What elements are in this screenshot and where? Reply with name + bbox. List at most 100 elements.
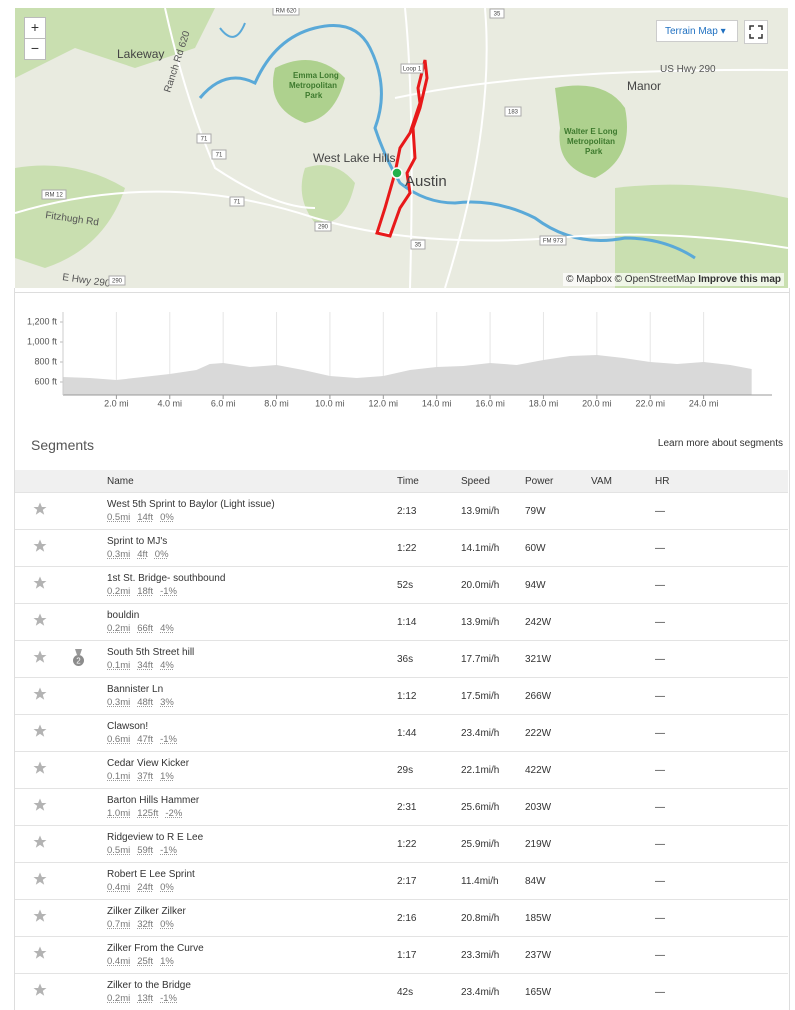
segment-name[interactable]: South 5th Street hill [107,647,195,658]
segment-row[interactable]: Zilker to the Bridge 0.2mi 13ft -1% 42s 23.4m… [15,973,788,1010]
map-style-label: Terrain Map [665,26,718,37]
improve-link[interactable]: Improve this map [698,274,781,285]
cell-hr: — [655,913,665,924]
segment-name[interactable]: Zilker From the Curve [107,943,204,954]
segment-row[interactable]: Ridgeview to R E Lee 0.5mi 59ft -1% 1:22 25.9… [15,825,788,862]
star-button[interactable] [33,983,47,1000]
segment-grade: -1% [160,734,177,745]
segment-name[interactable]: 1st St. Bridge- southbound [107,573,226,584]
segment-row[interactable]: Zilker From the Curve 0.4mi 25ft 1% 1:17 23.3… [15,936,788,973]
zoom-in[interactable]: + [24,17,46,39]
star-button[interactable] [33,909,47,926]
cell-speed: 25.6mi/h [461,802,500,813]
segment-name[interactable]: Zilker Zilker Zilker [107,906,186,917]
segment-name[interactable]: bouldin [107,610,140,621]
star-button[interactable] [33,650,47,667]
segment-row[interactable]: West 5th Sprint to Baylor (Light issue) 0… [15,492,788,529]
cell-hr: — [655,765,665,776]
segment-distance: 0.3mi [107,549,131,560]
segment-row[interactable]: Zilker Zilker Zilker 0.7mi 32ft 0% 2:16 20.8m… [15,899,788,936]
segment-row[interactable]: Sprint to MJ's 0.3mi 4ft 0% 1:22 14.1mi/h 60W — [15,529,788,566]
segment-grade: 0% [160,512,174,523]
cell-power: 203W [525,802,552,813]
segment-row[interactable]: Cedar View Kicker 0.1mi 37ft 1% 29s 22.1mi/h 4… [15,751,788,788]
segment-distance: 0.3mi [107,697,131,708]
segment-stats: 0.7mi 32ft 0% [107,919,186,930]
name-cell: bouldin 0.2mi 66ft 4% [107,610,181,634]
star-button[interactable] [33,613,47,630]
shield: Loop 1 [403,67,422,73]
segment-name[interactable]: West 5th Sprint to Baylor (Light issue) [107,499,275,510]
cell-power: 60W [525,543,546,554]
cell-hr: — [655,617,665,628]
map-style-button[interactable]: Terrain Map ▾ [656,20,738,42]
segment-name[interactable]: Bannister Ln [107,684,164,695]
segment-distance: 0.4mi [107,956,131,967]
segment-row[interactable]: 2 South 5th Street hill 0.1mi 34ft 4% 36s 17.7… [15,640,788,677]
cell-time: 2:16 [397,913,417,924]
star-button[interactable] [33,576,47,593]
attribution-text[interactable]: © Mapbox © OpenStreetMap [566,274,696,285]
column-header[interactable]: HR [655,476,670,487]
segment-name[interactable]: Robert E Lee Sprint [107,869,195,880]
star-button[interactable] [33,502,47,519]
cell-hr: — [655,839,665,850]
cell-time: 42s [397,987,414,998]
segment-row[interactable]: Barton Hills Hammer 1.0mi 125ft -2% 2:31 25.6… [15,788,788,825]
learn-more-link[interactable]: Learn more about segments [657,438,783,449]
river [198,22,696,260]
cell-time: 2:31 [397,802,417,813]
fullscreen-button[interactable] [744,20,768,44]
segment-stats: 0.2mi 18ft -1% [107,586,225,597]
segment-name[interactable]: Ridgeview to R E Lee [107,832,204,843]
segment-distance: 0.2mi [107,993,131,1004]
map[interactable]: Lakeway Emma Long Metropolitan Park West… [15,8,788,288]
segment-distance: 0.5mi [107,512,131,523]
segment-stats: 1.0mi 125ft -2% [107,808,199,819]
segment-name[interactable]: Clawson! [107,721,149,732]
star-button[interactable] [33,835,47,852]
star-button[interactable] [33,687,47,704]
map-label: Park [305,91,323,100]
segment-grade: 4% [160,660,174,671]
segment-row[interactable]: Bannister Ln 0.3mi 48ft 3% 1:12 17.5mi/h 266W — [15,677,788,714]
star-button[interactable] [33,798,47,815]
segment-name[interactable]: Cedar View Kicker [107,758,190,769]
segment-distance: 0.7mi [107,919,131,930]
star-icon [33,576,47,589]
segment-row[interactable]: Robert E Lee Sprint 0.4mi 24ft 0% 2:17 11.4mi… [15,862,788,899]
star-button[interactable] [33,761,47,778]
map-canvas: Lakeway Emma Long Metropolitan Park West… [15,8,788,288]
column-header[interactable]: Name [107,476,134,487]
segment-name[interactable]: Sprint to MJ's [107,536,168,547]
map-label: US Hwy 290 [660,64,716,75]
segment-stats: 0.3mi 4ft 0% [107,549,176,560]
segment-row[interactable]: Clawson! 0.6mi 47ft -1% 1:44 23.4mi/h 222W — [15,714,788,751]
star-icon [33,539,47,552]
cell-hr: — [655,691,665,702]
star-button[interactable] [33,872,47,889]
star-button[interactable] [33,539,47,556]
segments-title: Segments [31,437,95,453]
segment-row[interactable]: bouldin 0.2mi 66ft 4% 1:14 13.9mi/h 242W — [15,603,788,640]
x-tick-label: 18.0 mi [529,398,559,408]
segment-grade: -2% [165,808,183,819]
column-header[interactable]: VAM [591,476,612,487]
segment-row[interactable]: 1st St. Bridge- southbound 0.2mi 18ft -1% 52… [15,566,788,603]
cell-speed: 20.0mi/h [461,580,500,591]
column-header[interactable]: Time [397,476,419,487]
cell-hr: — [655,728,665,739]
star-icon [33,650,47,663]
star-button[interactable] [33,724,47,741]
shield: 290 [318,225,329,231]
column-header[interactable]: Speed [461,476,490,487]
zoom-out[interactable]: − [24,38,46,60]
medal-disc [73,655,84,666]
column-header[interactable]: Power [525,476,554,487]
cell-hr: — [655,802,665,813]
star-button[interactable] [33,946,47,963]
map-label: Emma Long [293,71,339,80]
segment-name[interactable]: Barton Hills Hammer [107,795,200,806]
segment-name[interactable]: Zilker to the Bridge [107,980,191,991]
segment-distance: 0.6mi [107,734,131,745]
